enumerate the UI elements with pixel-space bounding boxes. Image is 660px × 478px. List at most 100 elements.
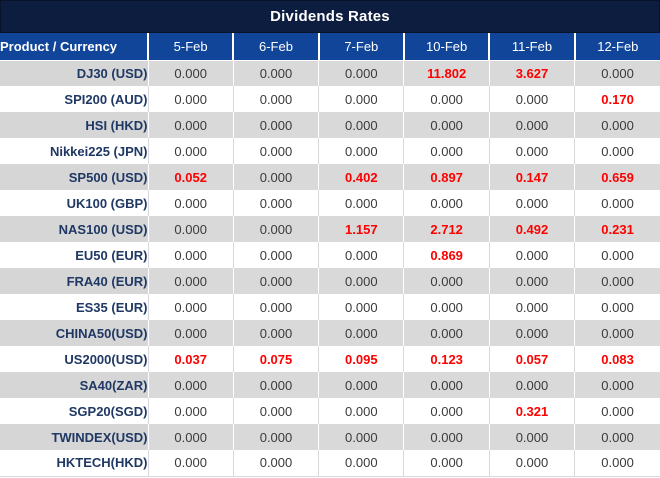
dividend-value: 0.000: [233, 216, 320, 242]
table-row: FRA40 (EUR) 0.000 0.000 0.000 0.000 0.000 0.00…: [0, 268, 660, 294]
table-row: SPI200 (AUD) 0.000 0.000 0.000 0.000 0.000 0.1…: [0, 86, 660, 112]
product-cell: NAS100 (USD): [0, 216, 149, 242]
dividend-value: 0.000: [318, 242, 405, 268]
dividend-value: 0.000: [233, 320, 320, 346]
dividend-value: 0.000: [148, 216, 234, 242]
dividend-value: 0.000: [601, 299, 634, 315]
table-row: CHINA50(USD) 0.000 0.000 0.000 0.000 0.000 0.0…: [0, 320, 660, 346]
product-cell: SGP20(SGD): [0, 398, 149, 424]
column-header-date: 11-Feb: [489, 33, 576, 61]
table-row: US2000(USD) 0.037 0.075 0.095 0.123 0.057 0.08…: [0, 346, 660, 372]
dividend-value-highlighted: 0.231: [601, 221, 634, 237]
dividend-value: 0.000: [489, 242, 576, 268]
product-cell: DJ30 (USD): [0, 60, 149, 86]
table-row: EU50 (EUR) 0.000 0.000 0.000 0.869 0.000 0.000: [0, 242, 660, 268]
product-cell: US2000(USD): [0, 346, 149, 372]
product-cell: CHINA50(USD): [0, 320, 149, 346]
dividend-value-highlighted: 0.075: [233, 346, 320, 372]
product-cell: HKTECH(HKD): [0, 450, 149, 476]
dividend-value-highlighted: 0.037: [148, 346, 234, 372]
table-row: Nikkei225 (JPN) 0.000 0.000 0.000 0.000 0.000…: [0, 138, 660, 164]
table-row: SP500 (USD) 0.052 0.000 0.402 0.897 0.147 0.65…: [0, 164, 660, 190]
dividend-value: 0.000: [318, 86, 405, 112]
product-cell: EU50 (EUR): [0, 242, 149, 268]
dividend-value: 0.000: [489, 424, 576, 450]
dividend-value: 0.000: [489, 320, 576, 346]
dividend-value: 0.000: [148, 86, 234, 112]
dividend-value-highlighted: 11.802: [403, 60, 490, 86]
dividend-value: 0.000: [233, 398, 320, 424]
dividend-value: 0.000: [148, 398, 234, 424]
dividend-value: 0.000: [233, 112, 320, 138]
product-cell: TWINDEX(USD): [0, 424, 149, 450]
dividend-value: 0.000: [233, 190, 320, 216]
dividend-value: 0.000: [403, 398, 490, 424]
dividend-value: 0.000: [148, 242, 234, 268]
column-header-date: 12-Feb: [574, 33, 660, 61]
dividend-value: 0.000: [233, 424, 320, 450]
dividend-value: 0.000: [403, 320, 490, 346]
dividend-value: 0.000: [403, 424, 490, 450]
dividend-value: 0.000: [318, 112, 405, 138]
dividend-value: 0.000: [601, 325, 634, 341]
dividend-value: 0.000: [318, 398, 405, 424]
dividend-value: 0.000: [318, 60, 405, 86]
dividend-value: 0.000: [233, 450, 320, 476]
dividend-value: 0.000: [403, 112, 490, 138]
dividend-value: 0.000: [601, 117, 634, 133]
dividend-value: 0.000: [489, 372, 576, 398]
table-row: SA40(ZAR) 0.000 0.000 0.000 0.000 0.000 0.000: [0, 372, 660, 398]
table-row: TWINDEX(USD) 0.000 0.000 0.000 0.000 0.000 0.0…: [0, 424, 660, 450]
dividend-value: 0.000: [318, 268, 405, 294]
dividend-value: 0.000: [148, 190, 234, 216]
table-row: UK100 (GBP) 0.000 0.000 0.000 0.000 0.000 0.00…: [0, 190, 660, 216]
dividend-value: 0.000: [489, 190, 576, 216]
dividend-value: 0.000: [601, 143, 634, 159]
column-header-product-currency: Product / Currency: [0, 33, 149, 61]
product-cell: SPI200 (AUD): [0, 86, 149, 112]
product-cell: FRA40 (EUR): [0, 268, 149, 294]
dividend-value: 0.000: [489, 450, 576, 476]
dividend-value: 0.000: [601, 429, 634, 445]
dividend-value-highlighted: 0.869: [403, 242, 490, 268]
dividend-value-highlighted: 0.659: [601, 169, 634, 185]
dividend-value-highlighted: 0.057: [489, 346, 576, 372]
dividend-value: 0.000: [601, 455, 634, 471]
dividend-value: 0.000: [233, 138, 320, 164]
dividend-value: 0.000: [318, 294, 405, 320]
dividend-value: 0.000: [403, 190, 490, 216]
dividend-value: 0.000: [148, 320, 234, 346]
product-cell: UK100 (GBP): [0, 190, 149, 216]
column-header-date: 6-Feb: [233, 33, 320, 61]
dividend-value: 0.000: [403, 138, 490, 164]
dividend-value: 0.000: [601, 377, 634, 393]
dividend-value-highlighted: 0.492: [489, 216, 576, 242]
dividend-value: 0.000: [148, 450, 234, 476]
page-title: Dividends Rates: [0, 0, 660, 33]
column-header-date: 5-Feb: [148, 33, 235, 61]
dividend-value: 0.000: [148, 268, 234, 294]
dividend-value: 0.000: [318, 138, 405, 164]
dividend-value-highlighted: 3.627: [489, 60, 576, 86]
dividend-value-highlighted: 0.123: [403, 346, 490, 372]
dividend-value: 0.000: [489, 268, 576, 294]
dividend-value: 0.000: [601, 247, 634, 263]
dividend-value: 0.000: [318, 320, 405, 346]
dividend-value: 0.000: [601, 273, 634, 289]
dividend-value: 0.000: [403, 294, 490, 320]
dividend-value: 0.000: [403, 268, 490, 294]
dividend-value: 0.000: [233, 372, 320, 398]
column-header-date: 10-Feb: [403, 33, 491, 61]
dividend-value: 0.000: [601, 195, 634, 211]
dividend-value: 0.000: [489, 138, 576, 164]
dividend-value: 0.000: [489, 294, 576, 320]
dividend-value: 0.000: [318, 190, 405, 216]
table-row: ES35 (EUR) 0.000 0.000 0.000 0.000 0.000 0.000: [0, 294, 660, 320]
dividend-value: 0.000: [148, 138, 234, 164]
dividend-value: 0.000: [601, 403, 634, 419]
dividend-value: 0.000: [148, 294, 234, 320]
product-cell: ES35 (EUR): [0, 294, 149, 320]
table-row: DJ30 (USD) 0.000 0.000 0.000 11.802 3.627 0.00…: [0, 60, 660, 86]
dividend-value: 0.000: [403, 450, 490, 476]
dividend-value: 0.000: [148, 372, 234, 398]
